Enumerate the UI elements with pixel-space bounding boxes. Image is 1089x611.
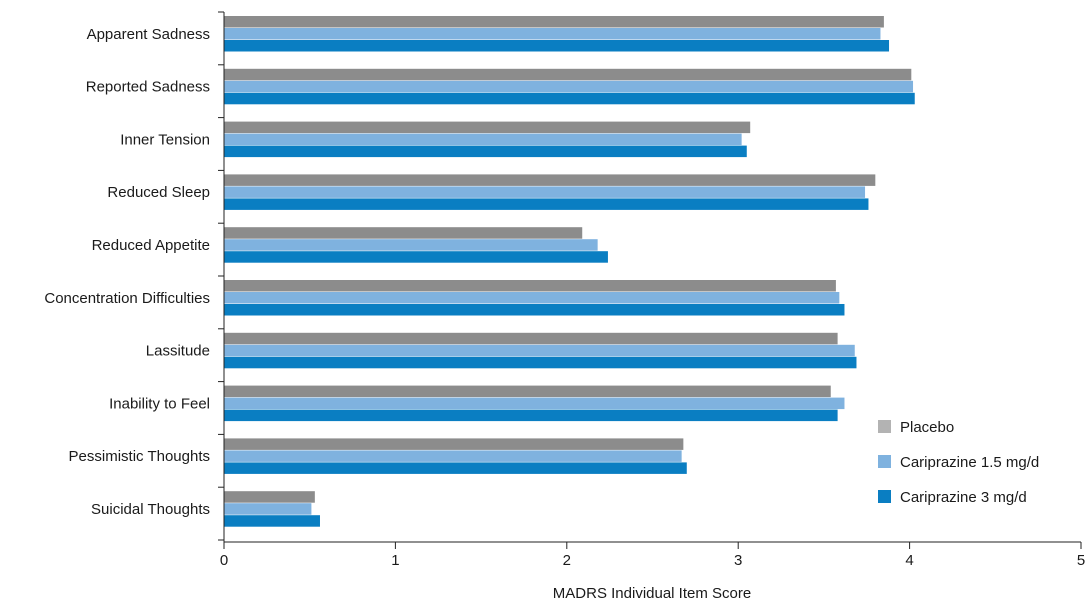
y-tick-label: Reduced Sleep — [107, 184, 210, 201]
bar-cariprazine-3-3 — [224, 198, 869, 210]
bar-cariprazine-3-2 — [224, 145, 747, 158]
y-tick-label: Inability to Feel — [109, 395, 210, 412]
legend-swatch — [878, 490, 891, 503]
bar-cariprazine-3-6 — [224, 356, 857, 369]
x-tick-label: 1 — [391, 552, 399, 569]
bar-cariprazine-1-5-7 — [224, 397, 845, 410]
bar-cariprazine-1-5-1 — [224, 80, 914, 93]
bar-placebo-0 — [224, 16, 884, 28]
bar-cariprazine-3-4 — [224, 251, 608, 263]
y-tick-label: Suicidal Thoughts — [91, 501, 210, 518]
bar-cariprazine-3-1 — [224, 92, 915, 105]
y-tick-label: Inner Tension — [120, 131, 210, 148]
bar-cariprazine-1-5-9 — [224, 503, 312, 515]
bar-cariprazine-1-5-8 — [224, 450, 682, 462]
x-tick-label: 5 — [1077, 552, 1085, 569]
x-axis-title: MADRS Individual Item Score — [553, 585, 751, 602]
y-tick-label: Apparent Sadness — [87, 26, 210, 43]
bar-placebo-8 — [224, 438, 684, 450]
bar-cariprazine-3-7 — [224, 409, 838, 422]
bar-cariprazine-3-8 — [224, 462, 687, 474]
bar-placebo-7 — [224, 385, 831, 398]
bar-cariprazine-1-5-5 — [224, 292, 840, 304]
y-tick-label: Reduced Appetite — [92, 237, 210, 254]
bar-placebo-4 — [224, 227, 583, 239]
bar-placebo-9 — [224, 491, 315, 503]
legend-label: Cariprazine 1.5 mg/d — [900, 454, 1039, 471]
bar-cariprazine-1-5-4 — [224, 239, 598, 251]
x-tick-label: 4 — [905, 552, 913, 569]
legend-swatch — [878, 455, 891, 468]
x-tick-label: 2 — [563, 552, 571, 569]
bar-cariprazine-1-5-3 — [224, 186, 866, 198]
y-tick-label: Reported Sadness — [86, 79, 210, 96]
y-tick-label: Lassitude — [146, 343, 210, 360]
bar-cariprazine-3-9 — [224, 515, 320, 527]
bar-cariprazine-1-5-2 — [224, 133, 742, 146]
axes-layer — [218, 11, 1082, 549]
bar-placebo-1 — [224, 68, 912, 81]
y-tick-label: Pessimistic Thoughts — [69, 448, 210, 465]
bars-layer — [224, 16, 915, 527]
bar-cariprazine-1-5-0 — [224, 28, 881, 40]
bar-cariprazine-3-0 — [224, 40, 890, 52]
bar-placebo-6 — [224, 332, 838, 345]
bar-placebo-2 — [224, 121, 751, 134]
bar-cariprazine-1-5-6 — [224, 344, 855, 357]
bar-placebo-3 — [224, 174, 876, 186]
bar-placebo-5 — [224, 280, 836, 292]
legend-label: Placebo — [900, 419, 954, 436]
labels-layer: Apparent Sadness Reported Sadness Inner Te… — [44, 26, 1085, 569]
y-tick-label: Concentration Difficulties — [44, 290, 210, 307]
bar-cariprazine-3-5 — [224, 304, 845, 316]
x-tick-label: 3 — [734, 552, 742, 569]
legend-swatch — [878, 420, 891, 433]
legend: Placebo Cariprazine 1.5 mg/d Cariprazine 3… — [878, 419, 1039, 506]
legend-label: Cariprazine 3 mg/d — [900, 489, 1027, 506]
x-tick-label: 0 — [220, 552, 228, 569]
